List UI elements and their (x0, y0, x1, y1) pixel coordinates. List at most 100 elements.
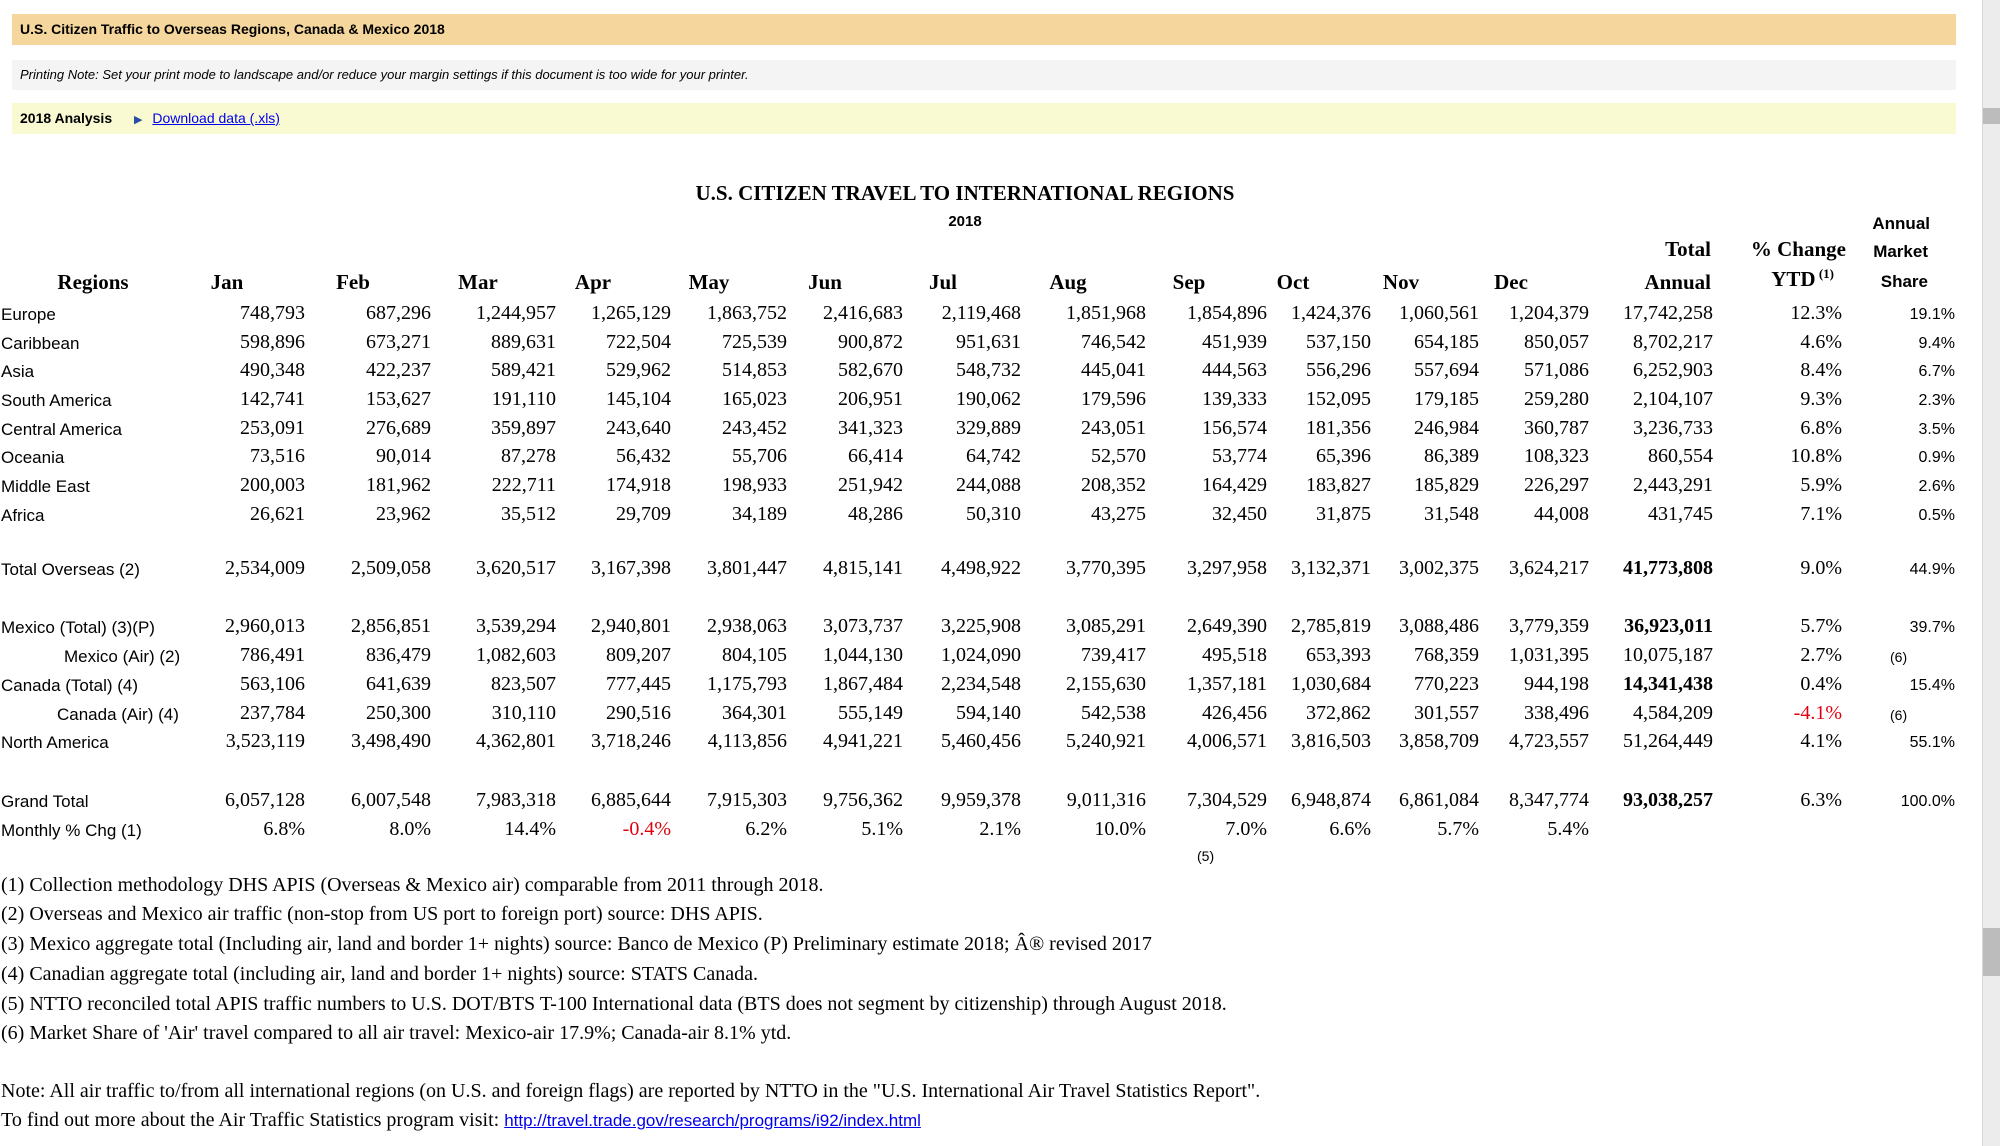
table-cell: 3,002,375 (1399, 557, 1479, 579)
table-cell: 1,030,684 (1291, 673, 1371, 695)
triangle-right-icon: ▶ (134, 114, 143, 126)
table-cell: 3,816,503 (1291, 730, 1371, 752)
table-cell: 3,085,291 (1066, 615, 1146, 637)
row-ytd-change: 0.4% (1800, 673, 1842, 695)
table-cell: 548,732 (956, 359, 1021, 381)
table-cell: 4,815,141 (823, 557, 903, 579)
row-market-share: 100.0% (1900, 793, 1955, 810)
air-traffic-program-link[interactable]: http://travel.trade.gov/research/program… (504, 1111, 921, 1130)
table-cell: 206,951 (838, 388, 903, 410)
row-market-share: 39.7% (1909, 619, 1955, 636)
table-cell: 7,915,303 (707, 789, 787, 811)
table-cell: 445,041 (1081, 359, 1146, 381)
table-cell: 52,570 (1091, 445, 1146, 467)
row-total: 17,742,258 (1623, 302, 1713, 324)
analysis-bar: 2018 Analysis ▶ Download data (.xls) (12, 103, 1956, 134)
table-cell: 5.1% (861, 818, 903, 840)
table-cell: 6.2% (745, 818, 787, 840)
download-data-link[interactable]: Download data (.xls) (152, 110, 280, 126)
table-cell: 1,867,484 (823, 673, 903, 695)
header-month-may: May (688, 270, 730, 294)
printing-note: Printing Note: Set your print mode to la… (12, 60, 1956, 90)
row-ytd-change: 5.7% (1800, 615, 1842, 637)
sep-footnote-ref: (5) (1197, 848, 1215, 864)
table-cell: 108,323 (1524, 445, 1589, 467)
row-market-share: 0.9% (1918, 449, 1955, 466)
row-label: Asia (1, 362, 35, 381)
table-cell: 222,711 (491, 474, 556, 496)
table-cell: 900,872 (838, 331, 903, 353)
row-total: 51,264,449 (1623, 730, 1713, 752)
table-cell: 673,271 (366, 331, 431, 353)
footnote-item: (3) Mexico aggregate total (Including ai… (1, 933, 1152, 955)
footnote-item: (1) Collection methodology DHS APIS (Ove… (1, 874, 824, 896)
table-cell: 2,649,390 (1187, 615, 1267, 637)
table-cell: 237,784 (240, 702, 305, 724)
row-total: 4,584,209 (1633, 702, 1713, 724)
table-cell: 73,516 (250, 445, 305, 467)
row-total: 3,236,733 (1633, 417, 1713, 439)
table-cell: 3,620,517 (476, 557, 556, 579)
table-cell: 31,548 (1424, 503, 1479, 525)
table-cell: 251,942 (838, 474, 903, 496)
table-cell: 341,323 (838, 417, 903, 439)
table-cell: 200,003 (240, 474, 305, 496)
table-cell: 589,421 (491, 359, 556, 381)
table-cell: 653,393 (1306, 644, 1371, 666)
table-cell: 1,265,129 (591, 302, 671, 324)
table-cell: 7.0% (1225, 818, 1267, 840)
table-cell: 64,742 (966, 445, 1021, 467)
scrollbar-thumb[interactable] (1983, 928, 2000, 976)
header-month-aug: Aug (1049, 270, 1087, 294)
table-cell: 65,396 (1316, 445, 1371, 467)
row-label: Monthly % Chg (1) (1, 821, 142, 840)
table-cell: 3,073,737 (823, 615, 903, 637)
table-cell: 7,304,529 (1187, 789, 1267, 811)
table-cell: 183,827 (1306, 474, 1371, 496)
table-cell: 556,296 (1306, 359, 1371, 381)
table-cell: 4,006,571 (1187, 730, 1267, 752)
table-cell: 1,357,181 (1187, 673, 1267, 695)
table-cell: 226,297 (1524, 474, 1589, 496)
table-cell: 164,429 (1202, 474, 1267, 496)
table-cell: 422,237 (366, 359, 431, 381)
table-cell: 2,960,013 (225, 615, 305, 637)
table-cell: 179,596 (1081, 388, 1146, 410)
table-cell: 156,574 (1202, 417, 1267, 439)
header-month-nov: Nov (1382, 270, 1420, 294)
table-cell: 542,538 (1081, 702, 1146, 724)
table-cell: 582,670 (838, 359, 903, 381)
table-cell: 514,853 (722, 359, 787, 381)
table-cell: 26,621 (250, 503, 305, 525)
table-cell: 2,119,468 (941, 302, 1021, 324)
table-cell: 87,278 (501, 445, 556, 467)
table-cell: 786,491 (240, 644, 305, 666)
table-cell: 9,011,316 (1066, 789, 1146, 811)
table-cell: 529,962 (606, 359, 671, 381)
table-cell: 276,689 (366, 417, 431, 439)
table-cell: 2,785,819 (1291, 615, 1371, 637)
table-cell: 4,723,557 (1509, 730, 1589, 752)
table-cell: 3,225,908 (941, 615, 1021, 637)
report-title: U.S. CITIZEN TRAVEL TO INTERNATIONAL REG… (695, 181, 1235, 205)
table-cell: 1,854,896 (1187, 302, 1267, 324)
table-cell: 5.7% (1437, 818, 1479, 840)
row-market-share: 55.1% (1909, 734, 1955, 751)
table-cell: 9,959,378 (941, 789, 1021, 811)
row-label: South America (1, 391, 112, 410)
table-cell: 2,416,683 (823, 302, 903, 324)
footnote-item: (4) Canadian aggregate total (including … (1, 963, 758, 985)
table-cell: 4,941,221 (823, 730, 903, 752)
row-label: Grand Total (1, 792, 89, 811)
table-cell: 152,095 (1306, 388, 1371, 410)
table-cell: 35,512 (501, 503, 556, 525)
row-ytd-change: 5.9% (1800, 474, 1842, 496)
table-cell: 1,044,130 (823, 644, 903, 666)
row-total: 41,773,808 (1623, 557, 1713, 579)
table-cell: 426,456 (1202, 702, 1267, 724)
table-cell: 243,452 (722, 417, 787, 439)
row-market-share: 44.9% (1909, 561, 1955, 578)
vertical-scrollbar[interactable] (1982, 0, 2000, 1146)
row-ytd-change: 12.3% (1790, 302, 1842, 324)
row-market-share: 3.5% (1918, 421, 1955, 438)
